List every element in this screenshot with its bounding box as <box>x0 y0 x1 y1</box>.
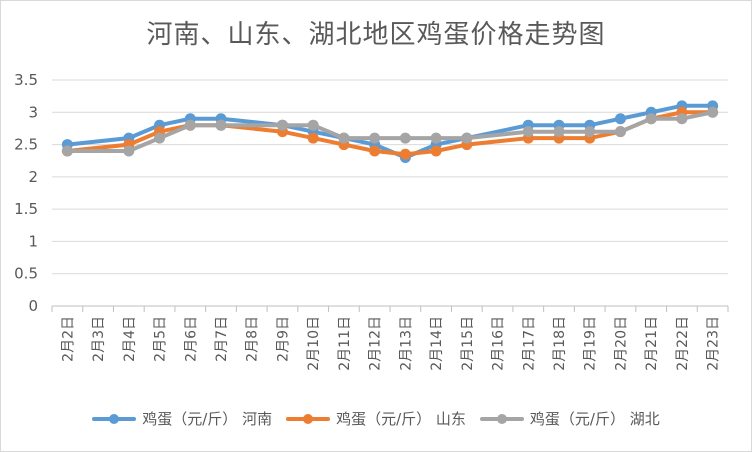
x-tick-label: 2月17日 <box>521 316 537 371</box>
x-tick-label: 2月10日 <box>306 316 322 371</box>
data-point <box>338 132 350 144</box>
x-tick-label: 2月15日 <box>460 316 476 371</box>
legend-swatch <box>286 413 331 424</box>
data-point <box>430 132 442 144</box>
legend-swatch <box>92 413 137 424</box>
data-point <box>307 132 319 144</box>
y-tick-label: 2 <box>28 168 38 186</box>
x-tick-label: 2月3日 <box>91 316 107 362</box>
x-tick-label: 2月5日 <box>153 316 169 362</box>
y-tick-label: 0.5 <box>14 265 38 283</box>
data-point <box>215 119 227 131</box>
chart-title: 河南、山东、湖北地区鸡蛋价格走势图 <box>146 20 606 50</box>
x-tick-label: 2月21日 <box>644 316 660 371</box>
x-tick-label: 2月23日 <box>706 316 722 371</box>
data-point <box>399 148 411 160</box>
x-tick-label: 2月12日 <box>368 316 384 371</box>
x-tick-label: 2月19日 <box>583 316 599 371</box>
x-tick-label: 2月8日 <box>245 316 261 362</box>
legend-swatch <box>479 413 524 424</box>
data-point <box>399 132 411 144</box>
x-tick-label: 2月6日 <box>183 316 199 362</box>
y-tick-label: 3 <box>28 103 38 121</box>
data-point <box>707 106 719 118</box>
data-point <box>645 113 657 125</box>
data-point <box>614 113 626 125</box>
data-point <box>553 126 565 138</box>
x-tick-label: 2月2日 <box>60 316 76 362</box>
x-tick-label: 2月14日 <box>429 316 445 371</box>
data-point <box>676 113 688 125</box>
data-point <box>430 145 442 157</box>
legend-label: 鸡蛋（元/斤） 山东 <box>336 410 466 428</box>
data-point <box>307 119 319 131</box>
x-tick-label: 2月13日 <box>398 316 414 371</box>
x-tick-label: 2月18日 <box>552 316 568 371</box>
y-tick-label: 1 <box>28 232 38 250</box>
data-point <box>123 145 135 157</box>
y-tick-label: 0 <box>28 297 38 315</box>
data-point <box>614 126 626 138</box>
data-point <box>276 119 288 131</box>
legend-label: 鸡蛋（元/斤） 河南 <box>142 410 273 428</box>
y-tick-label: 3.5 <box>14 71 38 89</box>
x-tick-label: 2月9日 <box>275 316 291 362</box>
chart-legend: 鸡蛋（元/斤） 河南 鸡蛋（元/斤） 山东 鸡蛋（元/斤） 湖北 <box>0 408 752 429</box>
data-point <box>461 132 473 144</box>
x-tick-label: 2月7日 <box>214 316 230 362</box>
data-point <box>584 126 596 138</box>
data-point <box>61 145 73 157</box>
y-tick-label: 1.5 <box>14 200 38 218</box>
data-point <box>369 132 381 144</box>
data-point <box>369 145 381 157</box>
data-point <box>522 126 534 138</box>
legend-label: 鸡蛋（元/斤） 湖北 <box>529 410 660 428</box>
x-tick-label: 2月4日 <box>122 316 138 362</box>
x-tick-label: 2月11日 <box>337 316 353 371</box>
x-tick-label: 2月22日 <box>675 316 691 371</box>
y-tick-label: 2.5 <box>14 136 38 154</box>
legend-item-2: 鸡蛋（元/斤） 山东 <box>286 408 466 429</box>
x-tick-label: 2月20日 <box>613 316 629 371</box>
x-tick-label: 2月16日 <box>491 316 507 371</box>
data-point <box>184 119 196 131</box>
data-point <box>154 132 166 144</box>
legend-item-3: 鸡蛋（元/斤） 湖北 <box>479 408 660 429</box>
legend-item-1: 鸡蛋（元/斤） 河南 <box>92 408 272 429</box>
